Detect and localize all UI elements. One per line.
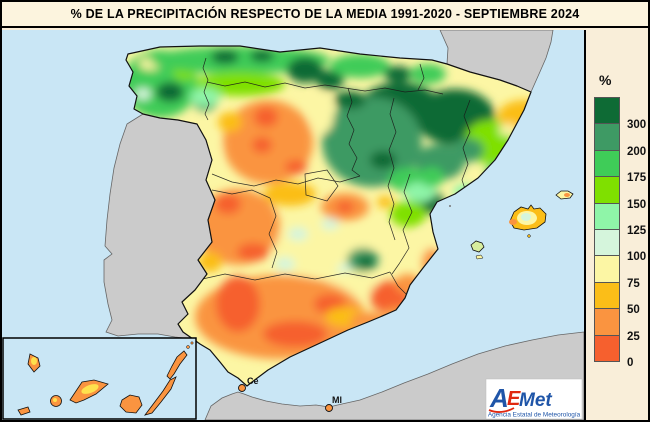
logo-swoosh xyxy=(488,407,515,413)
title-bar: % DE LA PRECIPITACIÓN RESPECTO DE LA MED… xyxy=(2,2,648,28)
legend-band-150: 150 xyxy=(594,176,646,211)
legend-band-label: 75 xyxy=(627,277,640,290)
spain-precipitation-map: Ce Ml xyxy=(2,30,584,420)
logo-caption: Agencia Estatal de Meteorología xyxy=(488,412,581,419)
legend-band-75: 75 xyxy=(594,255,640,290)
province-borders xyxy=(197,57,471,295)
legend-band-label: 300 xyxy=(627,119,647,132)
aemet-logo: A E Met Agencia Estatal de Meteorología xyxy=(485,378,583,420)
legend-band-25: 25 xyxy=(594,308,640,343)
legend-band-200: 200 xyxy=(594,123,646,158)
legend-panel: % 300 200 175 150 125 100 75 50 25 0 xyxy=(586,30,648,420)
legend-band-300: 300 xyxy=(594,97,646,131)
melilla-marker: Ml xyxy=(325,395,342,412)
legend-band-125: 125 xyxy=(594,202,646,237)
logo-letter-a: A xyxy=(489,383,509,413)
map-area: Ce Ml xyxy=(2,30,584,420)
logo-letters-met: Met xyxy=(519,390,552,411)
legend-band-100: 100 xyxy=(594,228,646,263)
legend-band-0: 0 xyxy=(594,334,633,369)
legend-bands: 300 200 175 150 125 100 75 50 25 0 xyxy=(594,97,646,369)
ceuta-marker: Ce xyxy=(238,376,259,392)
legend-unit-label: % xyxy=(599,72,612,88)
legend-band-label: 0 xyxy=(627,356,634,369)
legend-band-label: 200 xyxy=(627,145,647,158)
legend-band-label: 125 xyxy=(627,224,647,237)
balearic-islands xyxy=(449,190,574,260)
legend-band-175: 175 xyxy=(594,149,646,184)
legend-band-label: 50 xyxy=(627,304,640,317)
report-body: Ce Ml xyxy=(2,30,648,420)
legend-band-label: 175 xyxy=(627,172,647,185)
canary-islands-inset xyxy=(2,337,197,420)
logo-letter-e: E xyxy=(507,388,521,410)
map-legend-divider xyxy=(584,30,586,420)
page-title: % DE LA PRECIPITACIÓN RESPECTO DE LA MED… xyxy=(70,7,580,21)
ceuta-label: Ce xyxy=(247,376,259,386)
legend-band-50: 50 xyxy=(594,281,640,316)
spain-outline xyxy=(125,45,532,387)
legend-band-label: 100 xyxy=(627,251,647,264)
legend-band-label: 25 xyxy=(627,330,640,343)
legend-band-label: 150 xyxy=(627,198,647,211)
melilla-label: Ml xyxy=(332,395,342,405)
